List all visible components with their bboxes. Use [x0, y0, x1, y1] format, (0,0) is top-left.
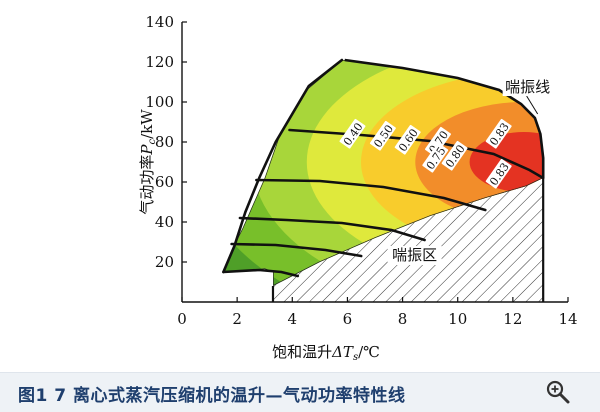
annotation-bg — [387, 246, 442, 265]
y-tick-label: 120 — [145, 53, 174, 71]
surge-line — [271, 58, 545, 302]
x-tick-label: 6 — [343, 310, 353, 328]
x-tick-label: 12 — [503, 310, 522, 328]
speed-line-5 — [230, 242, 363, 258]
axes — [181, 22, 568, 303]
x-tick-label: 10 — [448, 310, 467, 328]
efficiency-label-bg — [425, 126, 451, 157]
y-tick-label: 100 — [145, 93, 174, 111]
x-tick-label: 4 — [288, 310, 298, 328]
speed-line-1 — [222, 58, 344, 274]
y-tick-label: 20 — [155, 253, 174, 271]
ticks: 0 2 4 6 8 10 12 14 20 40 60 80 100 120 140 — [145, 13, 577, 328]
efficiency-label-bg — [369, 120, 396, 151]
x-axis-label: 饱和温升ΔTs/℃ — [272, 343, 380, 363]
speed-line-6 — [222, 268, 300, 278]
y-tick-label: 80 — [155, 133, 174, 151]
x-tick-label: 14 — [558, 310, 577, 328]
magnifier-icon[interactable] — [545, 379, 571, 405]
efficiency-label-bg — [422, 142, 449, 173]
y-tick-label: 60 — [155, 173, 174, 191]
chart: 0.40 0.50 0.60 0.700.750.800.830.83 0 2 4 6 8 10… — [138, 13, 578, 363]
efficiency-label-bg — [394, 124, 421, 155]
surge-line-curve — [344, 58, 545, 178]
efficiency-label-bg — [339, 118, 366, 149]
surge-zone-fill — [273, 178, 544, 302]
annotation-2: 喘振区 — [392, 246, 437, 264]
speed-line-4 — [238, 216, 426, 242]
caption-bar: 图1 7 离心式蒸汽压缩机的温升—气动功率特性线 — [0, 372, 600, 412]
efficiency-label-bg — [485, 158, 512, 189]
y-axis-label: 气动功率Pc/kW — [138, 109, 158, 215]
y-tick-label: 40 — [155, 213, 174, 231]
figure-caption: 图1 7 离心式蒸汽压缩机的温升—气动功率特性线 — [18, 386, 406, 406]
efficiency-label-bg — [441, 140, 468, 171]
surge-zone — [273, 178, 544, 302]
efficiency-label-bg — [485, 118, 512, 149]
annotation-1: 喘振线 — [505, 78, 550, 96]
speed-line-3 — [255, 178, 487, 212]
y-tick-label: 140 — [145, 13, 174, 31]
annotation-leader — [526, 95, 539, 115]
annotation-bg — [502, 78, 553, 96]
x-tick-label: 0 — [177, 310, 187, 328]
x-tick-label: 8 — [398, 310, 408, 328]
x-tick-label: 2 — [232, 310, 242, 328]
